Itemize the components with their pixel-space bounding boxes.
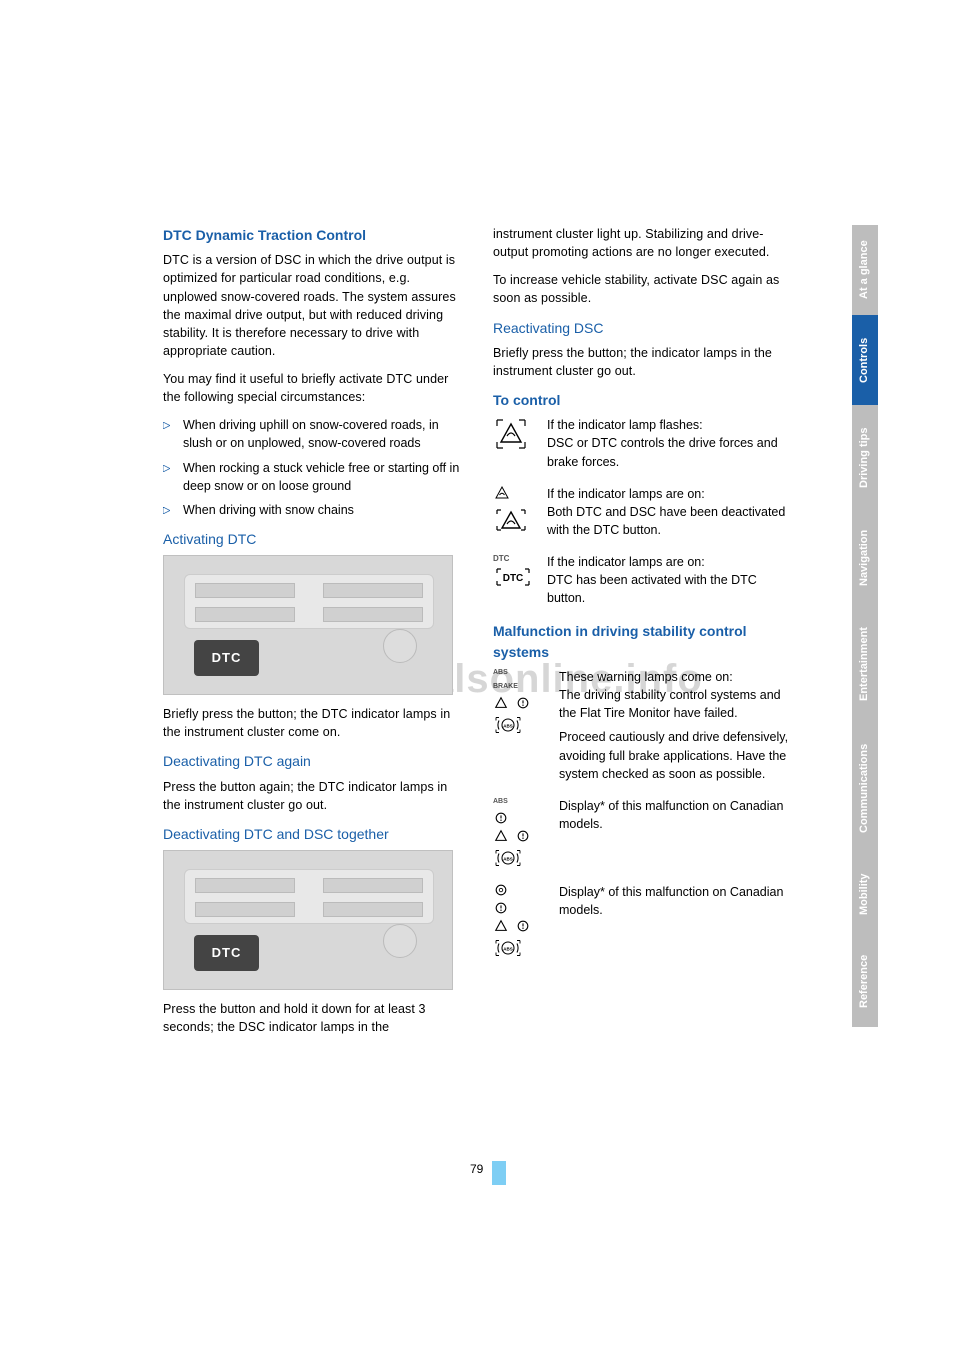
skid-triangle-icons: [493, 485, 537, 539]
svg-text:ABS: ABS: [503, 946, 513, 951]
left-column: DTC Dynamic Traction Control DTC is a ve…: [163, 225, 463, 1047]
right-column: instrument cluster light up. Stabilizing…: [493, 225, 793, 1047]
triangle-marker-icon: [163, 501, 183, 519]
para: Press the button and hold it down for at…: [163, 1000, 463, 1036]
heading-dtc: DTC Dynamic Traction Control: [163, 225, 463, 245]
para: DTC is a version of DSC in which the dri…: [163, 251, 463, 360]
indicator-text: If the indicator lamp flashes: DSC or DT…: [547, 416, 793, 470]
svg-text:ABS: ABS: [503, 724, 513, 729]
list-item: When driving with snow chains: [163, 501, 463, 519]
para: Briefly press the button; the indicator …: [493, 344, 793, 380]
warning-lamp-icons-ca: ABS ABS: [493, 797, 549, 869]
heading-deactivating-both: Deactivating DTC and DSC together: [163, 824, 463, 844]
section-tab[interactable]: Controls: [852, 315, 878, 405]
para: To increase vehicle stability, activate …: [493, 271, 793, 307]
para: instrument cluster light up. Stabilizing…: [493, 225, 793, 261]
page-number: 79: [470, 1161, 483, 1178]
triangle-marker-icon: [163, 416, 183, 452]
page-accent-bar: [492, 1161, 506, 1185]
svg-text:DTC: DTC: [503, 573, 524, 584]
warning-row: ABS Display* of this malfunction on Cana…: [493, 883, 793, 959]
warning-lamp-icons-ca: ABS: [493, 883, 549, 959]
indicator-row: If the indicator lamp flashes: DSC or DT…: [493, 416, 793, 470]
dtc-button-label: DTC: [194, 935, 259, 971]
dtc-button-label: DTC: [194, 640, 259, 676]
skid-triangle-icon: [493, 416, 537, 470]
para: Briefly press the button; the DTC indica…: [163, 705, 463, 741]
dtc-button-image: DTC: [163, 555, 453, 695]
indicator-row: If the indicator lamps are on: Both DTC …: [493, 485, 793, 539]
warning-text: Display* of this malfunction on Canadian…: [559, 883, 793, 959]
warning-row: ABS ABS Display* of this malfunction on …: [493, 797, 793, 869]
section-tab[interactable]: At a glance: [852, 225, 878, 315]
main-content: DTC Dynamic Traction Control DTC is a ve…: [163, 0, 793, 1047]
dtc-indicator-icon: DTC DTC: [493, 553, 537, 607]
section-tab[interactable]: Navigation: [852, 510, 878, 605]
list-item: When rocking a stuck vehicle free or sta…: [163, 459, 463, 495]
triangle-marker-icon: [163, 459, 183, 495]
list-text: When rocking a stuck vehicle free or sta…: [183, 459, 463, 495]
heading-to-control: To control: [493, 390, 793, 410]
section-tab[interactable]: Reference: [852, 935, 878, 1027]
heading-activating-dtc: Activating DTC: [163, 529, 463, 549]
para: Press the button again; the DTC indicato…: [163, 778, 463, 814]
warning-text: Display* of this malfunction on Canadian…: [559, 797, 793, 869]
list-item: When driving uphill on snow-covered road…: [163, 416, 463, 452]
indicator-text: If the indicator lamps are on: Both DTC …: [547, 485, 793, 539]
section-tab[interactable]: Communications: [852, 723, 878, 853]
section-tab[interactable]: Entertainment: [852, 605, 878, 723]
indicator-row: DTC DTC If the indicator lamps are on: D…: [493, 553, 793, 607]
list-text: When driving with snow chains: [183, 501, 354, 519]
heading-deactivating-dtc: Deactivating DTC again: [163, 751, 463, 771]
heading-reactivating-dsc: Reactivating DSC: [493, 318, 793, 338]
list-text: When driving uphill on snow-covered road…: [183, 416, 463, 452]
svg-text:ABS: ABS: [503, 856, 513, 861]
list: When driving uphill on snow-covered road…: [163, 416, 463, 519]
dtc-button-image: DTC: [163, 850, 453, 990]
indicator-text: If the indicator lamps are on: DTC has b…: [547, 553, 793, 607]
section-tab[interactable]: Mobility: [852, 853, 878, 935]
para: You may find it useful to briefly activa…: [163, 370, 463, 406]
section-tab[interactable]: Driving tips: [852, 405, 878, 510]
section-tabs-sidebar: At a glanceControlsDriving tipsNavigatio…: [852, 225, 878, 1027]
